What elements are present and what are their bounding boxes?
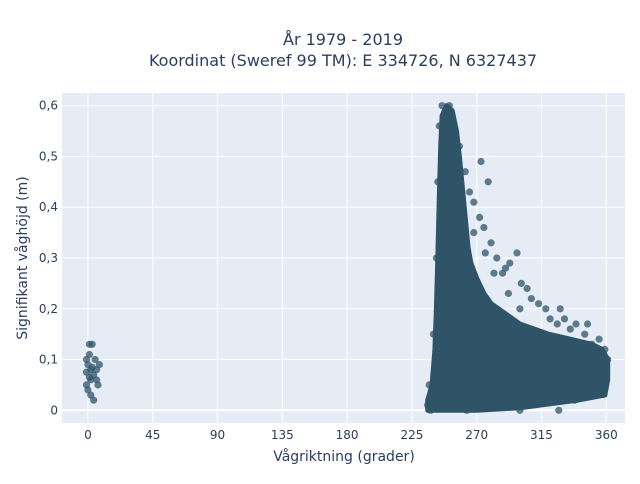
y-tick-label-4: 0,4 [39, 200, 58, 214]
data-point-41 [535, 300, 543, 308]
data-point-33 [493, 254, 501, 262]
data-point-63 [432, 254, 440, 262]
data-point-28 [465, 188, 474, 196]
y-tick-label-5: 0,5 [39, 149, 58, 163]
y-tick-label-6: 0,6 [39, 99, 58, 113]
data-point-52 [604, 355, 612, 364]
data-point-70 [555, 406, 563, 414]
data-point-67 [427, 406, 435, 414]
data-point-54 [553, 320, 561, 328]
data-point-17 [88, 363, 96, 371]
data-point-42 [542, 305, 550, 313]
data-point-25 [461, 168, 469, 176]
data-point-50 [595, 335, 603, 343]
data-point-43 [546, 315, 554, 323]
data-point-15 [95, 361, 103, 369]
data-point-37 [499, 269, 507, 277]
data-point-44 [556, 305, 564, 313]
x-tick-label-0: 0 [84, 428, 92, 442]
data-point-55 [516, 305, 524, 313]
y-tick-label-0: 0 [50, 403, 58, 417]
x-tick-label-8: 360 [595, 428, 618, 442]
data-point-53 [584, 320, 592, 328]
data-point-71 [571, 396, 579, 404]
data-point-12 [90, 396, 98, 404]
x-tick-label-3: 135 [271, 428, 294, 442]
y-tick-label-2: 0,2 [39, 302, 58, 316]
data-point-22 [442, 112, 451, 120]
scatter-points [82, 102, 612, 414]
data-point-62 [434, 178, 442, 186]
data-point-35 [506, 259, 514, 267]
data-point-24 [452, 152, 461, 161]
data-point-49 [588, 340, 596, 348]
data-point-48 [581, 330, 589, 338]
data-point-59 [470, 229, 478, 237]
data-point-31 [480, 223, 488, 232]
data-point-60 [455, 142, 463, 150]
data-point-19 [82, 368, 91, 376]
data-point-56 [504, 289, 512, 298]
data-point-57 [490, 269, 498, 277]
data-point-32 [487, 239, 495, 247]
y-axis-label: Signifikant våghöjd (m) [14, 176, 31, 339]
x-tick-label-2: 90 [210, 428, 225, 442]
data-point-36 [513, 249, 521, 257]
data-point-47 [572, 320, 580, 328]
x-tick-label-6: 270 [465, 428, 488, 442]
x-axis-label: Vågriktning (grader) [273, 448, 415, 465]
data-point-58 [481, 249, 489, 257]
data-point-13 [94, 381, 102, 389]
data-point-23 [450, 127, 458, 135]
data-point-69 [516, 406, 524, 414]
y-tick-label-3: 0,3 [39, 251, 58, 265]
data-point-38 [517, 279, 525, 287]
data-point-29 [470, 198, 478, 206]
data-point-64 [429, 330, 438, 338]
data-point-68 [463, 406, 471, 414]
dense-region [425, 103, 611, 413]
data-point-51 [601, 345, 609, 353]
chart-title-line2: Koordinat (Sweref 99 TM): E 334726, N 63… [149, 51, 537, 70]
data-point-21 [445, 102, 453, 110]
data-point-27 [484, 178, 492, 186]
data-point-61 [435, 122, 443, 130]
data-point-45 [560, 315, 569, 323]
x-axis-ticks: 0 45 90 135 180 225 270 315 360 [84, 428, 618, 442]
dense-point-cloud [425, 103, 611, 413]
y-tick-label-1: 0,1 [39, 353, 58, 367]
data-point-46 [566, 325, 574, 333]
data-point-16 [91, 355, 99, 364]
y-axis-ticks: 0 0,1 0,2 0,3 0,4 0,5 0,6 [39, 99, 58, 418]
data-point-30 [476, 213, 484, 221]
data-point-26 [477, 157, 485, 166]
x-tick-label-5: 225 [400, 428, 423, 442]
x-tick-label-4: 180 [336, 428, 359, 442]
x-tick-label-7: 315 [530, 428, 553, 442]
data-point-1 [88, 340, 96, 348]
chart-title-line1: År 1979 - 2019 [283, 30, 403, 49]
data-point-40 [527, 295, 536, 303]
data-point-39 [523, 284, 531, 293]
data-point-65 [425, 381, 433, 389]
data-point-73 [602, 366, 610, 374]
data-point-72 [596, 381, 605, 389]
x-tick-label-1: 45 [145, 428, 160, 442]
data-point-20 [438, 102, 446, 110]
